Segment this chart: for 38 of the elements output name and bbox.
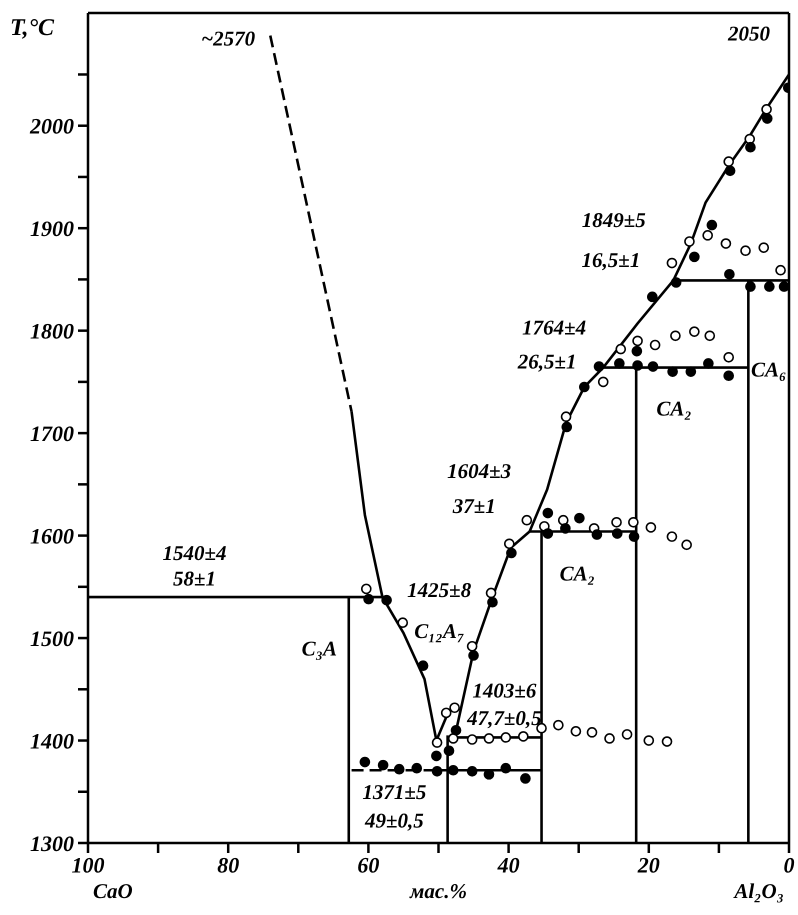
annotation: C₁₂A₇ [414, 618, 464, 643]
annotation: 58±1 [173, 566, 216, 591]
annotation: 37±1 [452, 494, 496, 518]
y-axis-title: T,°C [10, 15, 56, 41]
x-tick-label: 100 [72, 852, 104, 878]
annotation: 26,5±1 [516, 349, 577, 374]
annotation: 2050 [727, 21, 771, 46]
annotation: 1604±3 [447, 459, 512, 484]
x-tick-label: 60 [357, 852, 380, 878]
y-tick-label: 1800 [30, 318, 74, 344]
annotation: CA₂ [560, 562, 595, 586]
annotation: 1849±5 [582, 208, 646, 232]
y-tick-label: 1600 [30, 523, 74, 548]
y-tick-label: 1400 [30, 728, 74, 754]
annotation: 47,7±0,5 [466, 706, 542, 730]
x-tick-label: 80 [217, 852, 240, 878]
annotation: C₃A [302, 636, 337, 660]
x-tick-label: 20 [636, 852, 660, 878]
x-tick-label: 40 [496, 852, 520, 878]
annotation: CA₂ [656, 396, 692, 421]
y-tick-label: 1900 [30, 216, 74, 241]
y-tick-label: 1500 [30, 626, 74, 651]
annotation: 1764±4 [522, 316, 586, 340]
y-tick-label: 2000 [29, 114, 74, 139]
annotation: 1425±8 [407, 578, 472, 602]
annotation: ~2570 [201, 26, 256, 51]
y-tick-label: 1700 [30, 420, 74, 446]
x-axis-title: мас.% [409, 879, 467, 903]
annotation: 49±0,5 [364, 808, 424, 832]
y-tick-label: 1300 [30, 830, 74, 856]
text: CaO [93, 879, 133, 903]
annotation: 1540±4 [162, 541, 227, 566]
x-tick-label: 0 [784, 852, 794, 878]
annotation: 1371±5 [362, 780, 426, 804]
annotation: CA₆ [751, 358, 786, 382]
annotation: 16,5±1 [582, 248, 640, 272]
text: Al₂O₃ [732, 879, 784, 903]
annotation: 1403±6 [472, 678, 537, 702]
